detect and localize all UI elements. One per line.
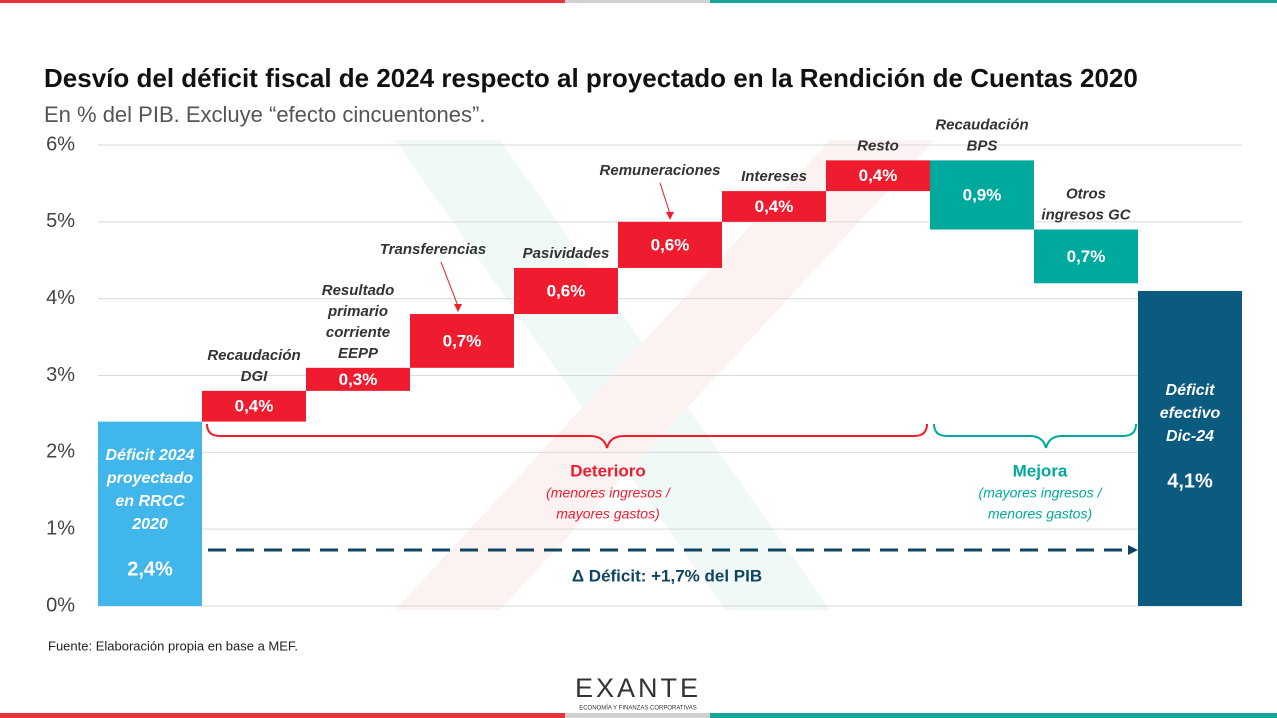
- value-label: 0,4%: [235, 397, 274, 416]
- label-arrow: [659, 182, 671, 214]
- category-label: ingresos GC: [1041, 206, 1131, 223]
- category-label: Déficit: [1166, 382, 1216, 399]
- category-label: Déficit 2024: [106, 447, 195, 464]
- delta-arrow-head: [1128, 545, 1138, 555]
- chart-subtitle: En % del PIB. Excluye “efecto cincuenton…: [44, 102, 485, 127]
- value-label: 0,6%: [547, 281, 586, 300]
- y-tick-label: 4%: [46, 287, 75, 309]
- brace-deterioro: [206, 423, 928, 449]
- category-label: EEPP: [338, 345, 379, 362]
- bar: [722, 191, 826, 222]
- value-label: 2,4%: [127, 558, 173, 580]
- category-label: en RRCC: [115, 493, 185, 510]
- bottom-bar-red: [0, 713, 565, 718]
- value-label: 0,6%: [651, 235, 690, 254]
- y-tick-label: 5%: [46, 210, 75, 232]
- category-label: BPS: [967, 137, 998, 154]
- bar: [202, 390, 306, 422]
- value-label: 0,4%: [859, 166, 898, 185]
- category-label: proyectado: [106, 470, 193, 487]
- bar: [306, 367, 410, 391]
- deterioro-note: (menores ingresos /: [546, 485, 672, 501]
- value-label: 0,3%: [339, 370, 378, 389]
- category-label: Resultado: [322, 282, 395, 299]
- category-label: Recaudación: [935, 116, 1028, 133]
- source: Fuente: Elaboración propia en base a MEF…: [48, 638, 298, 653]
- category-label: Resto: [857, 137, 899, 154]
- value-label: 0,4%: [755, 197, 794, 216]
- category-label: primario: [327, 303, 388, 320]
- top-bar-red: [0, 0, 565, 3]
- category-label: efectivo: [1160, 405, 1221, 422]
- value-label: 0,9%: [963, 185, 1002, 204]
- category-label: Dic-24: [1166, 428, 1214, 445]
- category-label: Recaudación: [207, 347, 300, 364]
- top-bar-teal: [710, 0, 1277, 3]
- top-bar-gray: [565, 0, 710, 3]
- mejora-note: (mayores ingresos /: [979, 485, 1104, 501]
- y-tick-label: 0%: [46, 594, 75, 616]
- category-label: DGI: [241, 368, 269, 385]
- label-arrow-head: [454, 304, 462, 313]
- category-label: Remuneraciones: [600, 162, 721, 179]
- bar: [930, 160, 1034, 230]
- y-tick-label: 1%: [46, 517, 75, 539]
- category-label: Pasividades: [523, 245, 610, 262]
- label-arrow-head: [666, 211, 674, 220]
- value-label: 4,1%: [1167, 470, 1213, 492]
- bar: [826, 160, 930, 192]
- category-label: Transferencias: [380, 241, 486, 258]
- bar: [618, 221, 722, 268]
- category-label: corriente: [326, 324, 390, 341]
- chart-title: Desvío del déficit fiscal de 2024 respec…: [44, 63, 1138, 93]
- brand: EXANTE: [575, 673, 701, 703]
- bar: [1034, 229, 1138, 284]
- label-arrow: [440, 261, 459, 307]
- value-label: 0,7%: [443, 331, 482, 350]
- category-label: 2020: [131, 516, 168, 533]
- bar: [514, 267, 618, 315]
- bar: [98, 421, 202, 606]
- deterioro-note: mayores gastos): [556, 506, 659, 522]
- bottom-bar-gray: [565, 713, 710, 718]
- category-label: Otros: [1066, 185, 1106, 202]
- value-label: 0,7%: [1067, 247, 1106, 266]
- y-tick-label: 2%: [46, 441, 75, 463]
- bar: [410, 314, 514, 368]
- mejora-note: menores gastos): [988, 506, 1092, 522]
- y-tick-label: 6%: [46, 133, 75, 155]
- category-label: Intereses: [741, 168, 807, 185]
- delta-label: Δ Déficit: +1,7% del PIB: [572, 566, 762, 585]
- plot: 0% 1% 2% 3% 4% 5% 6% Déficit 2024 proyectado en R…: [46, 116, 1242, 616]
- mejora-label: Mejora: [1013, 461, 1068, 480]
- deterioro-label: Deterioro: [570, 461, 646, 480]
- brand-tagline: ECONOMÍA Y FINANZAS CORPORATIVAS: [579, 705, 697, 712]
- y-tick-label: 3%: [46, 364, 75, 386]
- bar: [1138, 290, 1242, 606]
- bottom-bar-teal: [710, 713, 1277, 718]
- brace-mejora: [933, 423, 1137, 449]
